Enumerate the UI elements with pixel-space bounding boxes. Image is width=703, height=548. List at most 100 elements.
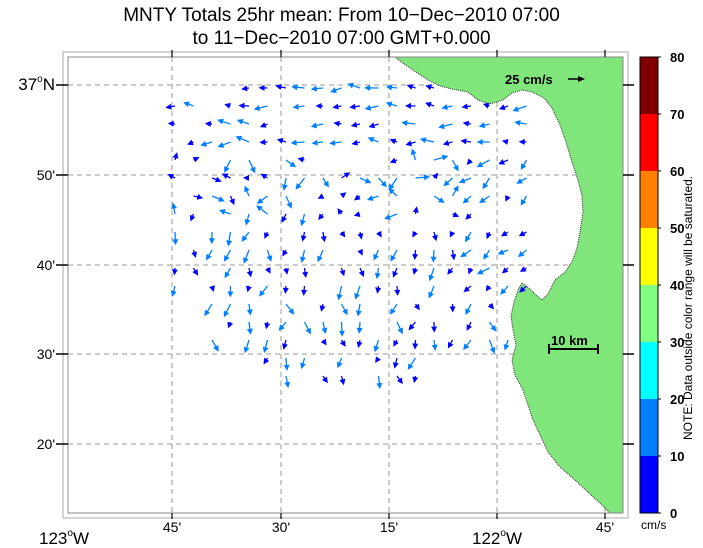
current-vector (368, 122, 379, 129)
current-vector (498, 104, 509, 110)
current-vector (501, 139, 509, 145)
current-vector (373, 339, 380, 353)
current-vector (310, 122, 324, 129)
current-vector (433, 154, 449, 161)
current-vector (165, 103, 176, 110)
current-vector (191, 249, 197, 258)
lon-label-5: 45' (596, 519, 614, 535)
current-vector (170, 285, 177, 297)
current-vector (447, 339, 454, 349)
current-vector (311, 139, 324, 146)
current-vector (385, 84, 398, 91)
current-vector (187, 139, 194, 146)
current-vector (518, 230, 527, 237)
current-vector (458, 177, 472, 184)
current-vector (260, 173, 268, 180)
current-vector (226, 231, 233, 247)
colorbar-tick-label-3: 30 (670, 335, 684, 350)
lon-label-2: 30' (272, 519, 290, 535)
colorbar-segment-0 (640, 456, 658, 513)
current-vector (167, 120, 176, 127)
colorbar-tick-label-5: 50 (670, 221, 684, 236)
current-vector (285, 195, 292, 209)
map-frame (67, 56, 624, 514)
current-vector (350, 121, 361, 128)
current-vector (292, 103, 305, 110)
current-vector (256, 205, 268, 215)
current-vector (262, 339, 269, 354)
current-vector (336, 357, 343, 369)
current-vector (336, 285, 343, 301)
lat-label-3: 30' (37, 346, 55, 362)
current-vector (364, 104, 379, 111)
lat-label-0: 37oN (18, 74, 55, 94)
current-vector (259, 139, 268, 146)
current-vector (193, 194, 204, 200)
current-vector (192, 267, 199, 276)
current-vector (301, 285, 308, 296)
colorbar-tick-label-7: 70 (670, 107, 684, 122)
current-vector (408, 321, 416, 331)
current-vector (430, 249, 437, 263)
colorbar-tick-label-1: 10 (670, 449, 684, 464)
current-vector (374, 267, 381, 280)
current-vector (333, 120, 342, 127)
current-vector (357, 231, 364, 240)
current-vector (482, 102, 490, 109)
colorbar-segment-6 (640, 114, 658, 171)
current-vector (236, 119, 250, 125)
current-vector (425, 84, 435, 91)
colorbar-segment-5 (640, 171, 658, 228)
lon-label-1: 45' (163, 519, 181, 535)
current-vector (354, 285, 361, 300)
current-vector (266, 249, 273, 262)
current-vector (376, 230, 382, 238)
current-vector (171, 202, 177, 215)
current-vector (349, 103, 361, 110)
colorbar-segment-3 (640, 285, 658, 342)
current-vector (278, 321, 287, 331)
current-vector (432, 172, 439, 180)
current-vector (516, 177, 527, 184)
current-vector (388, 188, 398, 197)
current-vector (282, 249, 288, 257)
current-vector (465, 213, 472, 220)
current-vector (281, 213, 287, 223)
current-vector (463, 339, 472, 350)
current-vector (211, 176, 222, 183)
current-vector (337, 208, 344, 215)
current-vector (357, 249, 363, 256)
current-vector (353, 211, 361, 217)
current-vector (223, 303, 232, 318)
current-vector (347, 82, 361, 89)
current-vector (406, 84, 416, 90)
current-vector (211, 195, 225, 202)
current-vector (204, 120, 213, 127)
current-vector (389, 138, 398, 145)
current-vector (356, 339, 363, 348)
current-vector (310, 85, 324, 92)
current-vector (192, 157, 200, 163)
current-vector (390, 249, 398, 262)
current-vector (256, 195, 268, 204)
current-vector (315, 103, 324, 109)
current-vector (329, 139, 342, 146)
current-vector (500, 285, 509, 295)
current-vector (449, 303, 456, 313)
colorbar-tick-label-2: 20 (670, 392, 684, 407)
colorbar-tick-label-0: 0 (670, 506, 677, 521)
current-vector (394, 285, 401, 296)
current-vector (167, 174, 176, 180)
current-vector (244, 185, 250, 197)
current-vector (476, 159, 490, 168)
current-vector (302, 267, 308, 278)
current-vector (320, 338, 327, 346)
current-vector (367, 137, 379, 143)
current-vector (172, 231, 179, 246)
current-vector (340, 303, 348, 316)
current-vector (355, 303, 362, 317)
current-vector (366, 195, 379, 201)
current-vector (460, 249, 472, 258)
current-vector (433, 195, 445, 203)
current-vector (339, 321, 345, 337)
